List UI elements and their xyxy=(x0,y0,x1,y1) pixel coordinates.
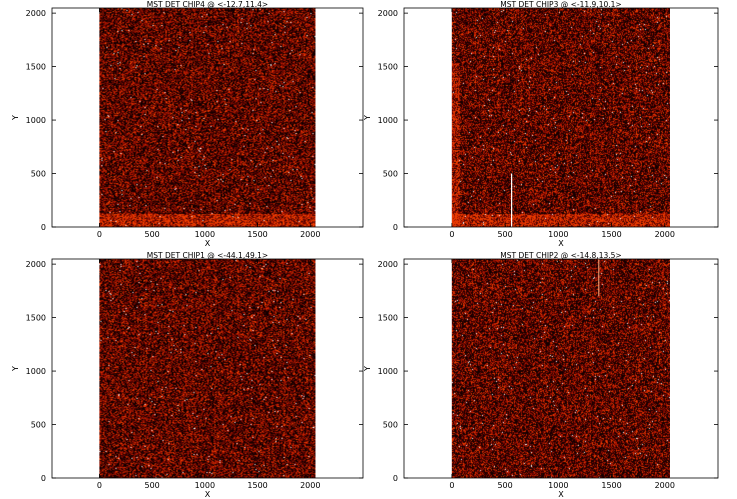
x-tick-label: 2000 xyxy=(655,230,675,239)
y-tick-label: 1500 xyxy=(378,63,398,72)
chart-title: MST DET CHIP1 @ <-44.1,49.1> xyxy=(147,251,268,260)
x-tick-label: 1000 xyxy=(195,230,215,239)
x-tick-label: 1500 xyxy=(601,230,621,239)
x-tick-label: 1000 xyxy=(548,481,568,490)
axes-frame xyxy=(403,7,719,228)
y-tick-label: 2000 xyxy=(378,260,398,269)
x-tick-label: 0 xyxy=(449,230,454,239)
chip-panel-3: 0 500 1000 1500 2000 0 500 1000 1500 2000 X Y MST DE… xyxy=(11,251,364,499)
y-axis-label: Y xyxy=(363,366,372,372)
y-tick-label: 500 xyxy=(31,170,46,179)
y-tick-label: 1000 xyxy=(26,116,46,125)
chart-title: MST DET CHIP3 @ <-11.9,10.1> xyxy=(500,0,621,9)
x-tick-label: 0 xyxy=(97,230,102,239)
x-tick-label: 1000 xyxy=(195,481,215,490)
x-axis-label: X xyxy=(558,239,564,248)
x-tick-label: 2000 xyxy=(300,481,320,490)
y-tick-label: 1500 xyxy=(378,314,398,323)
x-tick-label: 1500 xyxy=(247,230,267,239)
bright-column xyxy=(598,259,600,297)
x-axis-label: X xyxy=(205,490,211,499)
detector-image xyxy=(451,259,670,478)
x-tick-label: 0 xyxy=(97,481,102,490)
x-tick-label: 500 xyxy=(145,230,160,239)
y-tick-label: 1000 xyxy=(26,367,46,376)
chip-panel-1: 0 500 1000 1500 2000 0 500 1000 1500 2000 X Y MST DE… xyxy=(11,0,364,248)
x-tick-label: 2000 xyxy=(300,230,320,239)
x-tick-label: 500 xyxy=(497,481,512,490)
y-tick-label: 500 xyxy=(383,421,398,430)
y-axis-label: Y xyxy=(363,115,372,121)
detector-image xyxy=(99,259,316,478)
y-tick-label: 0 xyxy=(393,474,398,483)
y-axis-label: Y xyxy=(11,366,20,372)
y-tick-label: 500 xyxy=(31,421,46,430)
x-tick-label: 1000 xyxy=(548,230,568,239)
detector-image xyxy=(451,8,670,227)
y-axis-label: Y xyxy=(11,115,20,121)
axes-frame xyxy=(51,7,364,228)
x-tick-label: 1500 xyxy=(247,481,267,490)
x-axis-label: X xyxy=(558,490,564,499)
x-axis-label: X xyxy=(205,239,211,248)
y-tick-label: 0 xyxy=(393,223,398,232)
y-tick-label: 2000 xyxy=(378,9,398,18)
x-tick-label: 500 xyxy=(497,230,512,239)
axes-frame xyxy=(403,258,719,479)
detector-image xyxy=(99,8,316,227)
x-tick-label: 0 xyxy=(449,481,454,490)
bright-column xyxy=(511,173,513,227)
x-tick-label: 2000 xyxy=(655,481,675,490)
y-tick-label: 2000 xyxy=(26,260,46,269)
x-tick-label: 1500 xyxy=(601,481,621,490)
y-tick-label: 500 xyxy=(383,170,398,179)
y-tick-label: 1000 xyxy=(378,367,398,376)
y-tick-label: 1000 xyxy=(378,116,398,125)
chip-panel-4: 0 500 1000 1500 2000 0 500 1000 1500 2000 X Y MST DE… xyxy=(363,251,719,499)
axes-frame xyxy=(51,258,364,479)
chart-title: MST DET CHIP4 @ <-12.7,11.4> xyxy=(147,0,268,9)
y-tick-label: 0 xyxy=(41,474,46,483)
x-tick-label: 500 xyxy=(145,481,160,490)
y-tick-label: 0 xyxy=(41,223,46,232)
y-tick-label: 1500 xyxy=(26,63,46,72)
chip-panel-2: 0 500 1000 1500 2000 0 500 1000 1500 2000 X Y MST DE… xyxy=(363,0,719,248)
y-tick-label: 1500 xyxy=(26,314,46,323)
chart-title: MST DET CHIP2 @ <-14.8,13.5> xyxy=(500,251,621,260)
y-tick-label: 2000 xyxy=(26,9,46,18)
